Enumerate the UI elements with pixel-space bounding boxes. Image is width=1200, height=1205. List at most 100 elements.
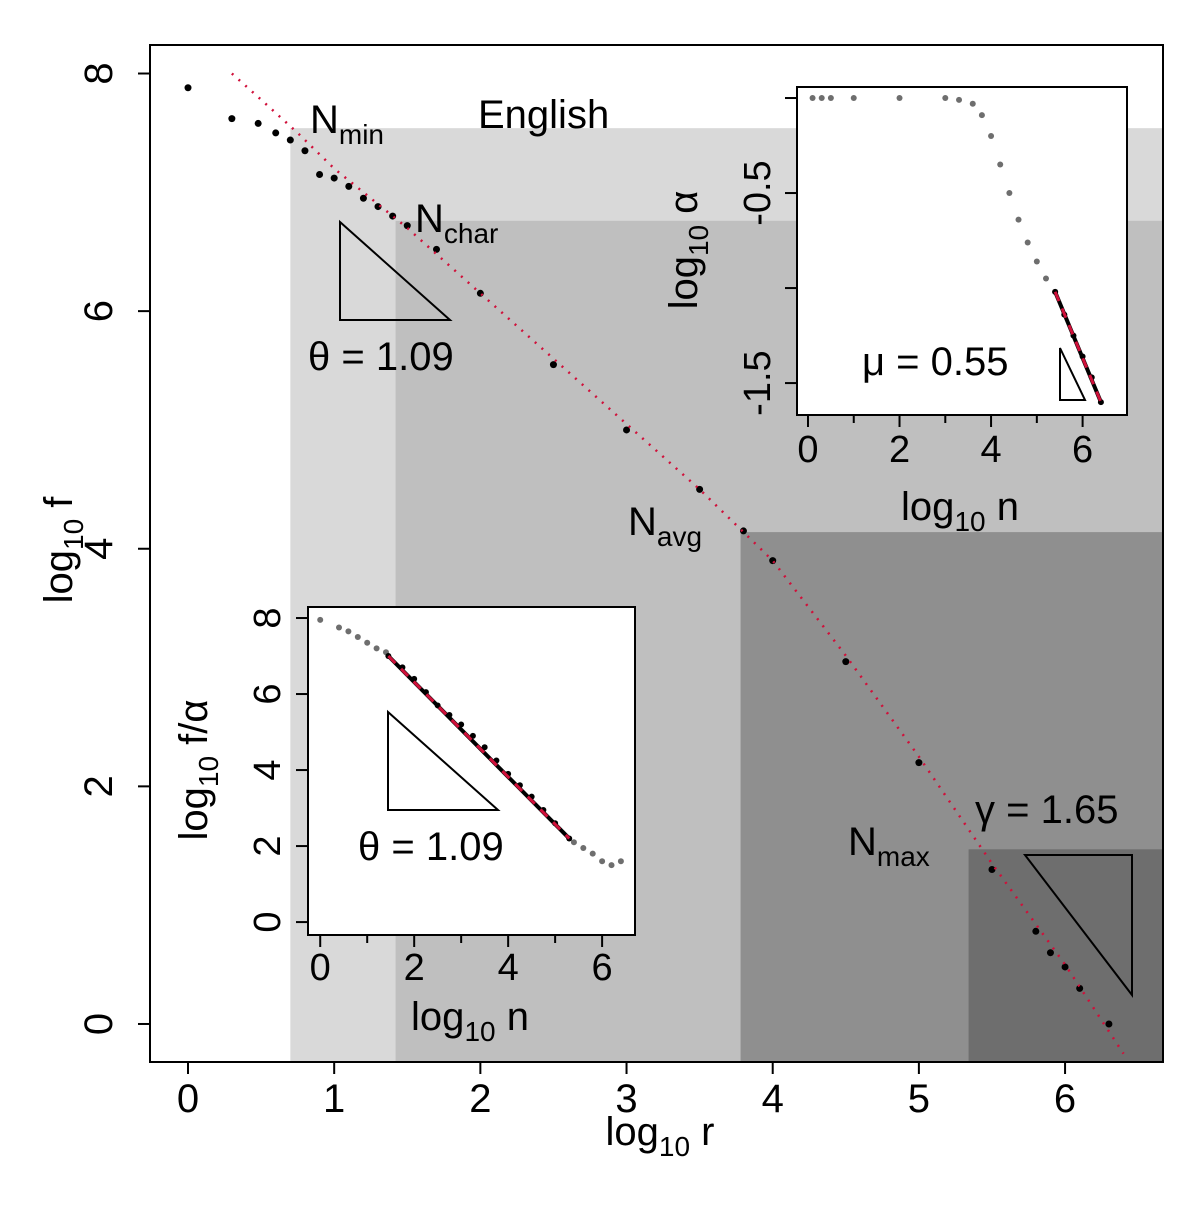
data-point: [997, 161, 1004, 168]
data-point: [317, 616, 324, 623]
data-point: [809, 95, 816, 102]
text-part: n: [986, 485, 1019, 529]
data-point: [373, 645, 380, 652]
data-point: [403, 222, 411, 230]
x-tick-label: 6: [592, 947, 613, 989]
annotation: γ = 1.65: [975, 788, 1118, 832]
data-point: [915, 759, 923, 767]
subscript: avg: [657, 521, 702, 552]
data-point: [354, 634, 361, 641]
annotation: Nchar: [415, 197, 498, 249]
data-point: [1033, 258, 1040, 265]
data-point: [850, 95, 857, 102]
data-point: [184, 84, 192, 92]
subscript: 10: [954, 506, 985, 537]
annotation: Nmin: [310, 98, 384, 150]
data-point: [570, 839, 577, 846]
annotation: Navg: [628, 500, 702, 552]
data-point: [228, 115, 236, 123]
inset-background: [308, 607, 635, 935]
x-tick-label: 3: [615, 1077, 637, 1121]
data-point: [818, 95, 825, 102]
fit-line: [1053, 291, 1103, 403]
data-point: [988, 133, 995, 140]
data-point: [330, 174, 338, 182]
subscript: char: [444, 218, 498, 249]
y-axis-label: log10 f: [37, 496, 89, 604]
data-point: [301, 147, 309, 155]
text-part: f/α: [172, 699, 216, 755]
data-point: [599, 858, 606, 865]
data-point: [1032, 927, 1040, 935]
data-point: [969, 100, 976, 107]
data-point: [988, 866, 996, 874]
plot-frame: [796, 86, 1128, 416]
data-point: [580, 844, 587, 851]
x-tick-label: 5: [908, 1077, 930, 1121]
data-point: [617, 858, 624, 865]
x-tick-label: 2: [469, 1077, 491, 1121]
subscript: 10: [58, 519, 89, 550]
plot-frame: [149, 44, 1164, 1063]
data-point: [254, 119, 262, 127]
inset-background: [797, 87, 1127, 415]
y-tick-label: 0: [247, 912, 289, 933]
y-tick-label: 0: [77, 1013, 121, 1035]
text-part: θ = 1.09: [358, 825, 504, 869]
text-part: N: [415, 197, 444, 241]
x-tick-label: 2: [404, 947, 425, 989]
text-part: r: [690, 1110, 714, 1154]
y-tick-label: 6: [77, 300, 121, 322]
y-tick-label: 8: [77, 62, 121, 84]
data-point: [359, 194, 367, 202]
text-part: α: [662, 191, 706, 225]
x-tick-label: 2: [889, 429, 910, 471]
x-tick-label: 4: [980, 429, 1001, 471]
data-point: [345, 628, 352, 635]
data-point: [549, 361, 557, 369]
data-point: [842, 658, 850, 666]
data-point: [336, 624, 343, 631]
y-tick-label: 4: [247, 759, 289, 780]
shaded-region: [968, 849, 1163, 1062]
annotation: Nmax: [848, 820, 930, 872]
subscript: min: [339, 119, 384, 150]
y-tick-label: 2: [77, 775, 121, 797]
data-point: [608, 862, 615, 869]
data-point: [286, 136, 294, 144]
subscript: 10: [683, 225, 714, 256]
x-tick-label: 0: [310, 947, 331, 989]
subscript: 10: [193, 756, 224, 787]
data-point: [696, 485, 704, 493]
y-tick-label: 2: [247, 835, 289, 856]
data-point: [769, 557, 777, 565]
x-tick-label: 0: [177, 1077, 199, 1121]
y-tick-label: 4: [77, 538, 121, 560]
data-point: [827, 95, 834, 102]
fit-line: [387, 654, 571, 840]
annotation: θ = 1.09: [308, 335, 454, 379]
text-part: θ = 1.09: [308, 335, 454, 379]
data-point: [1105, 1020, 1113, 1028]
x-tick-label: 4: [498, 947, 519, 989]
data-point: [1076, 984, 1084, 992]
subscript: 10: [464, 1016, 495, 1047]
text-part: log: [172, 787, 216, 840]
data-point: [739, 527, 747, 535]
x-tick-label: 6: [1072, 429, 1093, 471]
data-point: [476, 289, 484, 297]
data-point: [316, 171, 324, 179]
x-tick-label: 6: [1054, 1077, 1076, 1121]
x-tick-label: 4: [762, 1077, 784, 1121]
data-point: [956, 96, 963, 103]
data-point: [272, 129, 280, 137]
x-axis-label: log10 n: [901, 485, 1019, 537]
data-point: [433, 245, 441, 253]
data-point: [389, 212, 397, 220]
y-axis-label: log10 f/α: [172, 699, 224, 840]
data-point: [481, 744, 488, 751]
slope-triangle: [1022, 854, 1133, 998]
data-point: [978, 112, 985, 119]
subscript: 10: [659, 1131, 690, 1162]
